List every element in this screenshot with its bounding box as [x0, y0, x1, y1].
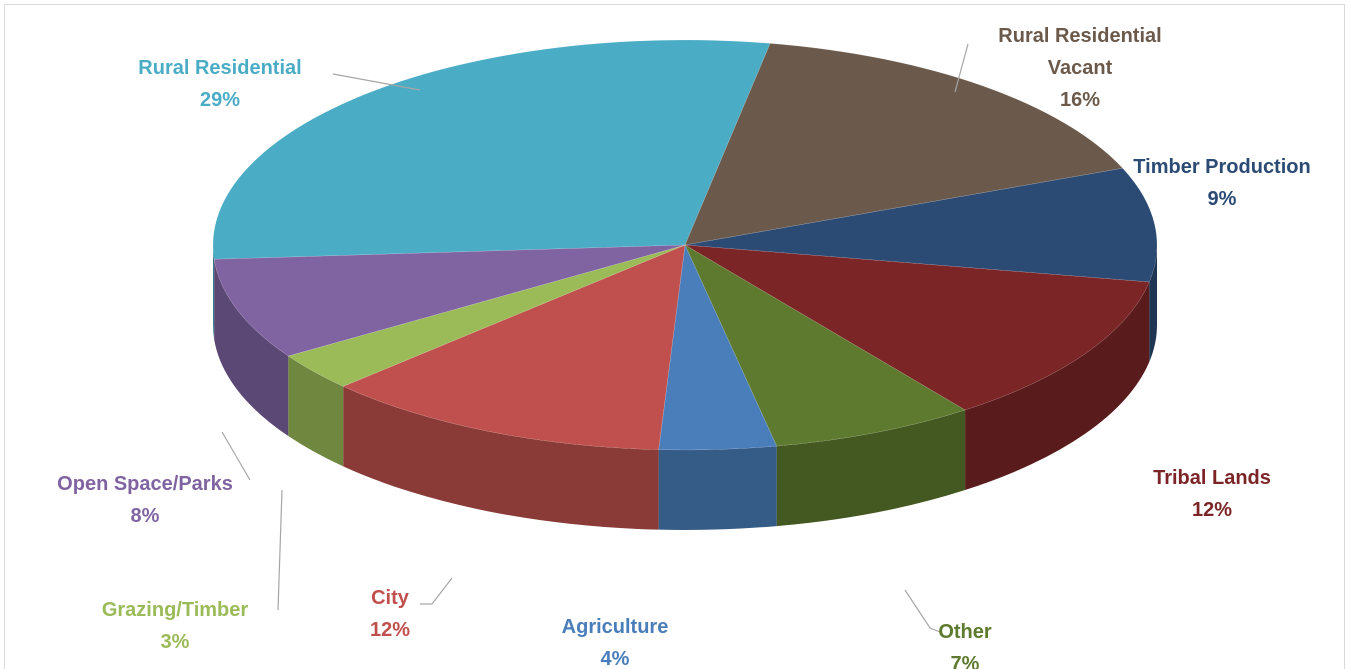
- pie-slice: [287, 244, 686, 387]
- chart-frame: [4, 4, 1345, 669]
- pie-slice: [684, 167, 1158, 283]
- pie-slice: [342, 244, 686, 450]
- slice-value: 3%: [160, 631, 190, 653]
- slice-label: Agriculture: [561, 616, 669, 638]
- leader-line: [420, 577, 453, 605]
- leader-line: [954, 43, 969, 93]
- slice-label: Rural Residential: [138, 57, 302, 79]
- slice-label: Timber Production: [1133, 156, 1311, 178]
- slice-value: 12%: [369, 619, 411, 641]
- pie-slice: [212, 39, 771, 260]
- slice-label: Grazing/Timber: [101, 599, 249, 621]
- slice-label: Other: [938, 621, 992, 643]
- pie-side: [1149, 245, 1157, 363]
- slice-value: 7%: [950, 653, 980, 669]
- slice-label: Tribal Lands: [1153, 467, 1271, 489]
- pie-slice: [684, 43, 1124, 246]
- pie-side: [213, 245, 215, 340]
- slice-label: Rural Residential Vacant: [998, 25, 1162, 79]
- slice-value: 29%: [199, 89, 241, 111]
- pie-side: [214, 259, 289, 437]
- slice-value: 9%: [1207, 188, 1237, 210]
- slice-label: Open Space/Parks: [57, 473, 233, 495]
- leader-line: [904, 589, 941, 633]
- pie-side: [965, 282, 1150, 491]
- slice-label: City: [371, 587, 409, 609]
- pie-side: [776, 410, 966, 527]
- leader-line: [332, 73, 421, 91]
- pie-side: [288, 356, 344, 467]
- slice-value: 4%: [600, 648, 630, 669]
- pie-slice: [684, 244, 1150, 411]
- pie-side: [343, 386, 659, 530]
- leader-line: [277, 489, 283, 611]
- pie-side: [658, 446, 777, 530]
- leader-line: [221, 431, 251, 481]
- pie-slice: [684, 244, 966, 447]
- slice-value: 16%: [1059, 89, 1101, 111]
- pie-slice: [658, 244, 778, 451]
- pie-slice: [213, 244, 686, 357]
- slice-value: 8%: [130, 505, 160, 527]
- slice-value: 12%: [1191, 499, 1233, 521]
